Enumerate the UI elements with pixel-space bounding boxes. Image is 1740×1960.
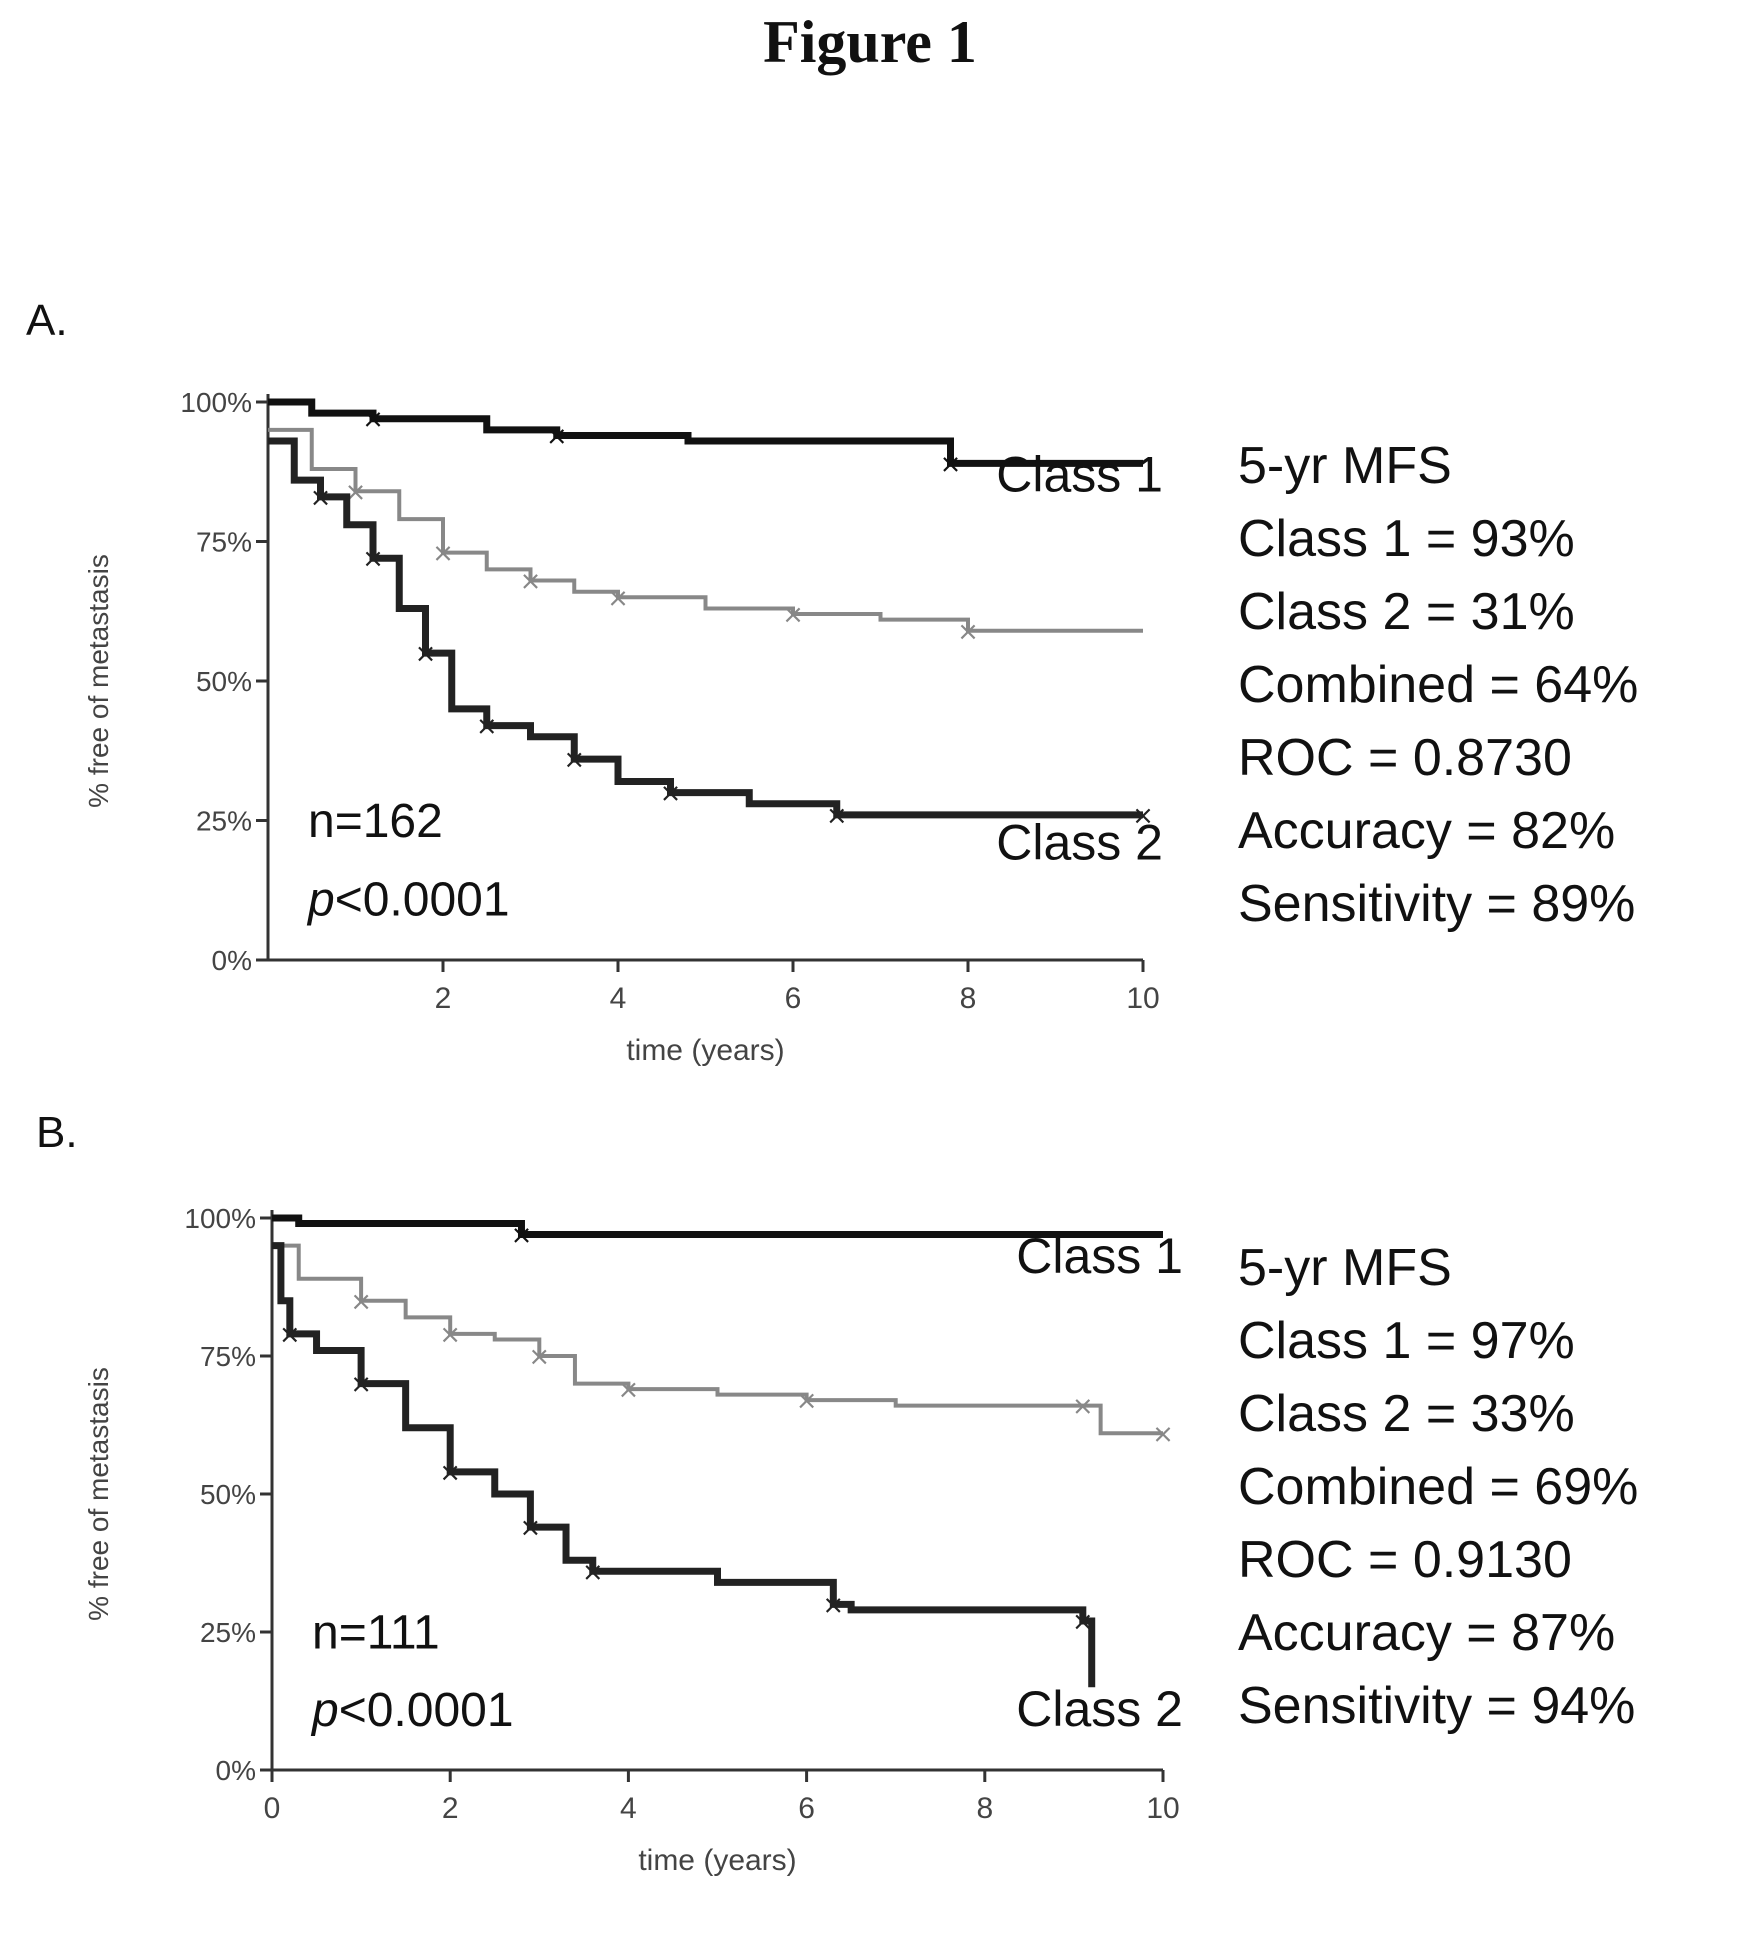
- stats-line: 5-yr MFS: [1238, 1239, 1452, 1297]
- x-tick-label: 10: [1146, 1792, 1179, 1825]
- censor-mark: ×: [796, 1386, 818, 1416]
- stats-line: 5-yr MFS: [1238, 437, 1452, 495]
- stats-line: Combined = 64%: [1238, 656, 1639, 714]
- x-tick-label: 6: [785, 982, 802, 1015]
- panel-label-a: A.: [26, 296, 68, 345]
- censor-mark: ×: [520, 567, 542, 597]
- series-combined: [272, 1243, 1163, 1436]
- y-tick-label: 50%: [196, 666, 252, 697]
- censor-mark: ×: [350, 1370, 372, 1400]
- class-label-2: Class 2: [1016, 1681, 1183, 1737]
- stats-line: Class 2 = 33%: [1238, 1385, 1575, 1443]
- x-tick-label: 8: [976, 1792, 993, 1825]
- panel-label-b: B.: [36, 1108, 78, 1157]
- y-tick-label: 0%: [212, 945, 252, 976]
- stats-b: 5-yr MFS Class 1 = 97% Class 2 = 33% Combin…: [1238, 1232, 1638, 1743]
- n-label: n=111: [312, 1607, 440, 1660]
- y-tick-label: 25%: [200, 1617, 256, 1648]
- x-tick-label: 4: [620, 1792, 637, 1825]
- censor-mark: ×: [439, 1320, 461, 1350]
- y-tick-label: 75%: [196, 527, 252, 558]
- censor-mark: ×: [432, 539, 454, 569]
- censor-mark: ×: [822, 1590, 844, 1620]
- censor-mark: ×: [957, 617, 979, 647]
- censor-mark: ×: [279, 1320, 301, 1350]
- stats-line: ROC = 0.8730: [1238, 729, 1572, 787]
- x-tick-label: 2: [435, 982, 452, 1015]
- class-label-2: Class 2: [996, 815, 1163, 871]
- censor-mark: ×: [826, 801, 848, 831]
- x-tick-label: 2: [442, 1792, 459, 1825]
- stats-line: Sensitivity = 94%: [1238, 1677, 1636, 1735]
- stats-line: Accuracy = 82%: [1238, 802, 1616, 860]
- km-chart-b: 100% 75% 50% 25% 0% 0 2 4 6 8 10 time (years) % free…: [83, 1203, 1183, 1877]
- censor-mark: ×: [618, 1375, 640, 1405]
- censor-mark: ×: [782, 600, 804, 630]
- censor-mark: ×: [519, 1513, 541, 1543]
- stats-a: 5-yr MFS Class 1 = 93% Class 2 = 31% Combin…: [1238, 430, 1638, 941]
- censor-mark: ×: [439, 1458, 461, 1488]
- censor-mark: ×: [1132, 801, 1154, 831]
- p-italic: p: [306, 873, 335, 926]
- censor-mark: ×: [476, 712, 498, 742]
- y-tick-label: 100%: [180, 387, 252, 418]
- censor-mark: ×: [582, 1557, 604, 1587]
- y-axis-label: % free of metastasis: [83, 1367, 114, 1621]
- y-tick-label: 0%: [216, 1755, 256, 1786]
- x-tick-label: 8: [960, 982, 977, 1015]
- censor-mark: ×: [660, 779, 682, 809]
- y-tick-label: 75%: [200, 1341, 256, 1372]
- stats-line: Class 1 = 93%: [1238, 510, 1575, 568]
- y-tick-label: 25%: [196, 806, 252, 837]
- p-rest: <0.0001: [339, 1684, 514, 1737]
- stats-line: Class 2 = 31%: [1238, 583, 1575, 641]
- x-axis-label: time (years): [638, 1844, 796, 1877]
- stats-line: Accuracy = 87%: [1238, 1604, 1616, 1662]
- x-tick-label: 4: [610, 982, 627, 1015]
- censor-mark: ×: [415, 639, 437, 669]
- stats-line: ROC = 0.9130: [1238, 1531, 1572, 1589]
- p-label: p<0.0001: [310, 1684, 514, 1737]
- y-tick-label: 50%: [200, 1479, 256, 1510]
- censor-mark: ×: [511, 1221, 533, 1251]
- censor-mark: ×: [1152, 1419, 1174, 1449]
- series-combined: [268, 427, 1143, 633]
- censor-mark: ×: [350, 1287, 372, 1317]
- censor-mark: ×: [1072, 1607, 1094, 1637]
- series-class-2: [272, 1242, 1096, 1688]
- series-class-1: [268, 398, 1143, 467]
- x-axis-label: time (years): [626, 1034, 784, 1067]
- series-class-2: [268, 437, 1143, 819]
- censor-mark: ×: [546, 421, 568, 451]
- km-chart-a: 100% 75% 50% 25% 0% 2 4 6 8 10 time (years) % free …: [83, 387, 1163, 1067]
- censor-mark: ×: [362, 405, 384, 435]
- series-class-1: [272, 1214, 1163, 1239]
- class-label-1: Class 1: [996, 446, 1163, 502]
- censor-mark: ×: [563, 745, 585, 775]
- x-tick-label: 10: [1126, 982, 1159, 1015]
- p-italic: p: [310, 1684, 339, 1737]
- censor-mark: ×: [528, 1342, 550, 1372]
- censor-mark: ×: [940, 449, 962, 479]
- x-tick-label: 0: [264, 1792, 281, 1825]
- p-label: p<0.0001: [306, 873, 510, 926]
- figure-title: Figure 1: [763, 9, 977, 75]
- censor-mark: ×: [362, 544, 384, 574]
- class-label-1: Class 1: [1016, 1228, 1183, 1284]
- stats-line: Class 1 = 97%: [1238, 1312, 1575, 1370]
- censor-mark: ×: [607, 583, 629, 613]
- stats-line: Combined = 69%: [1238, 1458, 1639, 1516]
- stats-line: Sensitivity = 89%: [1238, 875, 1636, 933]
- censor-mark: ×: [1072, 1392, 1094, 1422]
- y-axis-label: % free of metastasis: [83, 554, 114, 808]
- censor-mark: ×: [310, 483, 332, 513]
- x-tick-label: 6: [798, 1792, 815, 1825]
- p-rest: <0.0001: [335, 873, 510, 926]
- y-tick-label: 100%: [184, 1203, 256, 1234]
- n-label: n=162: [308, 795, 443, 848]
